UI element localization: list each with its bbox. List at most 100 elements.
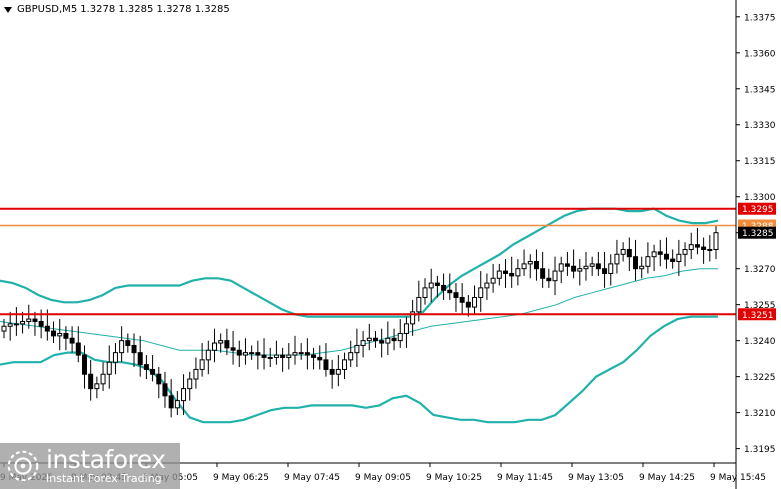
candle-body: [453, 292, 459, 298]
candle: [261, 338, 267, 370]
candle-body: [571, 265, 577, 272]
candle-body: [657, 251, 663, 255]
candle-body: [391, 337, 397, 342]
candle: [564, 251, 570, 276]
candle: [502, 259, 508, 288]
time-tick-label: 9 May 07:45: [284, 473, 340, 483]
price-tick-label: 1.3315: [744, 157, 776, 167]
candle: [639, 256, 645, 279]
candle: [670, 249, 676, 269]
candle-body: [212, 342, 218, 351]
candle-body: [112, 352, 118, 363]
candle-body: [385, 337, 391, 344]
price-tick-label: 1.3375: [744, 13, 776, 23]
candle: [193, 357, 199, 389]
time-tick-label: 9 May 06:25: [213, 473, 269, 483]
candle: [379, 328, 385, 358]
candle-body: [521, 263, 527, 270]
dropdown-triangle-icon[interactable]: [4, 6, 12, 13]
candle: [428, 268, 434, 303]
candle: [88, 359, 94, 401]
candle: [354, 328, 360, 368]
candle-body: [63, 332, 69, 339]
candle-body: [416, 296, 422, 313]
candle-body: [688, 244, 694, 250]
price-tag-label: 1.3295: [742, 205, 774, 215]
candle: [372, 331, 378, 348]
candle: [63, 326, 69, 351]
candle-body: [249, 352, 255, 355]
candle-body: [255, 352, 261, 356]
price-tag-label: 1.3285: [742, 229, 774, 239]
candle: [199, 343, 205, 377]
candle-body: [125, 340, 131, 346]
candle-body: [199, 359, 205, 370]
time-tick-label: 9 May 11:45: [497, 473, 553, 483]
candle: [292, 335, 298, 365]
candle: [403, 316, 409, 348]
candle-body: [589, 263, 595, 267]
candle: [57, 319, 63, 351]
candle: [242, 338, 248, 365]
candle: [230, 331, 236, 365]
price-tick-label: 1.3210: [744, 409, 776, 419]
candle-body: [13, 323, 19, 326]
candle: [168, 379, 174, 418]
candle: [94, 376, 100, 399]
candle: [280, 347, 286, 372]
candle-body: [323, 359, 329, 370]
price-tag: 1.3285: [738, 226, 776, 239]
price-tick-label: 1.3195: [744, 445, 776, 455]
candle-body: [51, 330, 57, 337]
candle-body: [651, 251, 657, 258]
candle: [156, 367, 162, 399]
candle: [286, 343, 292, 370]
candle-body: [620, 248, 626, 255]
candle-body: [447, 289, 453, 294]
candle: [20, 311, 26, 334]
candle-body: [242, 352, 248, 356]
candle-body: [150, 368, 156, 375]
candle-body: [317, 356, 323, 361]
candle: [360, 331, 366, 358]
candle-body: [540, 268, 546, 279]
price-tick-label: 1.3330: [744, 121, 776, 131]
time-tick-label: 9 May 13:05: [568, 473, 624, 483]
candle-body: [366, 337, 372, 342]
candle-body: [670, 258, 676, 262]
candle: [131, 333, 137, 368]
candle: [1, 319, 7, 339]
candle-body: [509, 272, 515, 277]
candle: [527, 254, 533, 279]
candle: [342, 352, 348, 380]
candle: [249, 345, 255, 360]
candle-body: [552, 270, 558, 282]
candle: [602, 251, 608, 288]
candle: [273, 340, 279, 365]
candle: [7, 311, 13, 341]
watermark-tagline: Instant Forex Trading: [46, 472, 162, 485]
price-tag: 1.3295: [738, 202, 776, 215]
candle: [150, 355, 156, 382]
candle: [571, 249, 577, 279]
candle-body: [472, 296, 478, 308]
candle-body: [626, 248, 632, 258]
instaforex-watermark: instaforex Instant Forex Trading: [0, 443, 180, 489]
candle: [465, 295, 471, 317]
candle: [143, 355, 149, 380]
candle-body: [478, 287, 484, 298]
candle-body: [57, 332, 63, 337]
candle-body: [1, 325, 7, 332]
time-tick-label: 9 May 10:25: [426, 473, 482, 483]
candle-body: [645, 256, 651, 267]
candle: [366, 323, 372, 351]
candle: [626, 237, 632, 272]
price-tick-label: 1.3300: [744, 193, 776, 203]
candle: [422, 278, 428, 305]
candle-body: [335, 368, 341, 375]
candle-body: [515, 268, 521, 277]
candle-body: [410, 311, 416, 325]
candle: [329, 359, 335, 389]
